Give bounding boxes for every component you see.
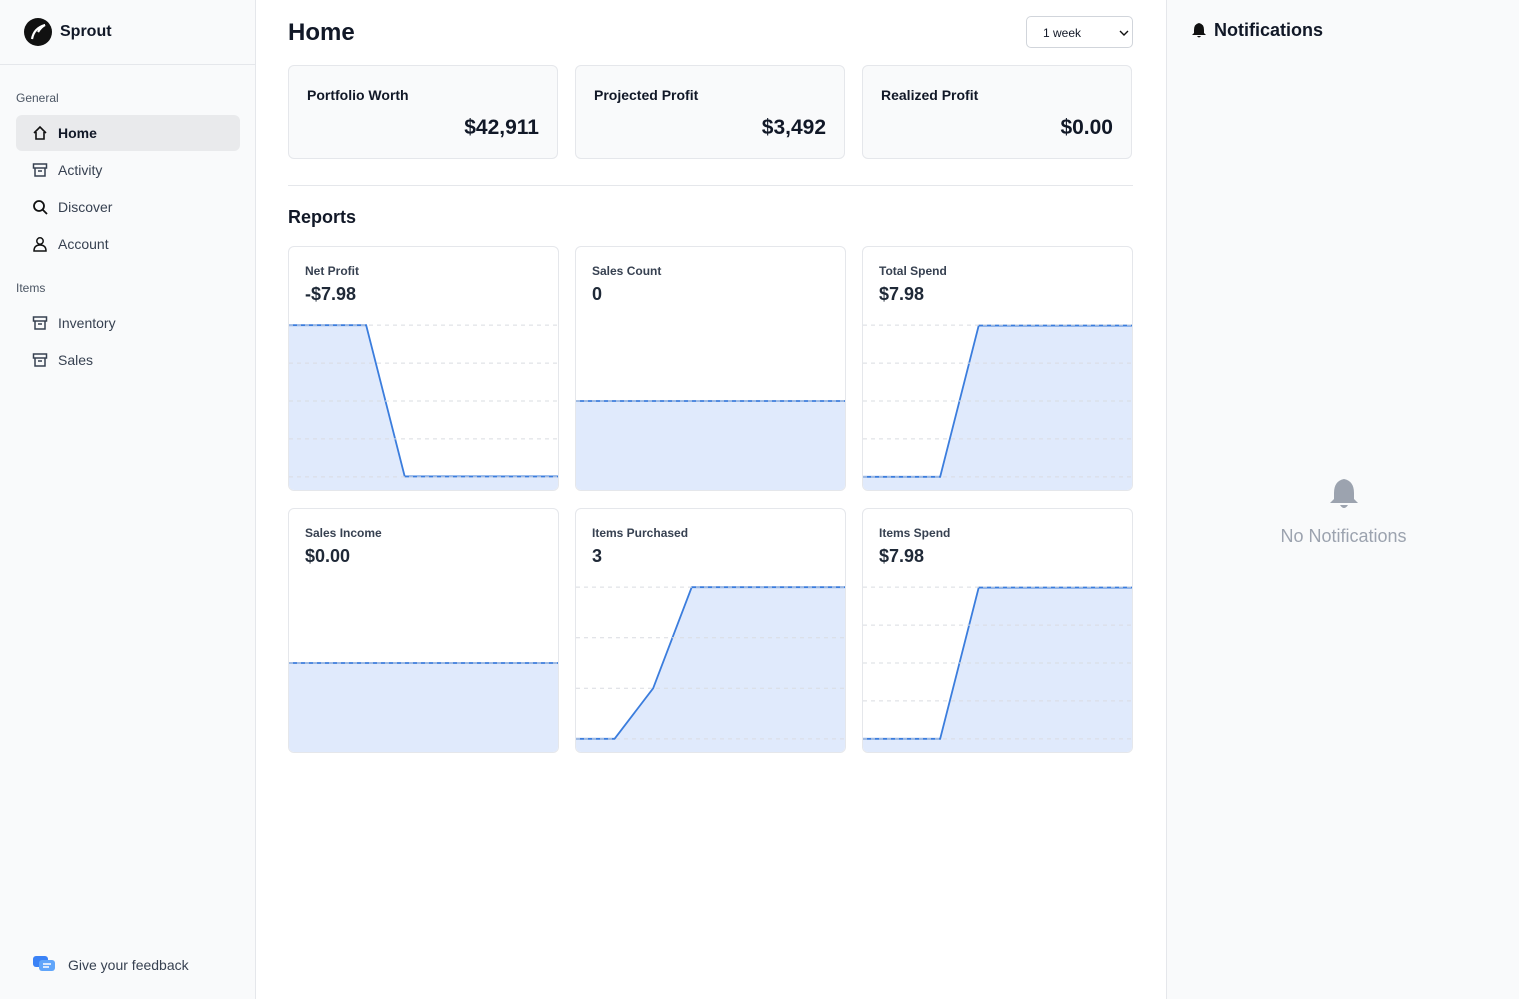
nav-label: Inventory [58, 315, 116, 331]
card-title: Total Spend [879, 264, 947, 278]
area [863, 325, 1132, 490]
card-value: -$7.98 [305, 284, 357, 304]
stat-label: Realized Profit [881, 87, 979, 103]
nav-label: Sales [58, 352, 94, 368]
area [576, 401, 845, 490]
report-card: Items Purchased 3 3.002.001.000.00 [575, 508, 846, 753]
card-title: Items Spend [879, 526, 951, 540]
empty-bell [1330, 479, 1358, 508]
section-title: Items [16, 281, 46, 295]
period-value: 1 week [1043, 26, 1082, 40]
report-card: Items Spend $7.98 8.006.004.002.000.00 [862, 508, 1133, 753]
brand: Sprout [60, 23, 112, 40]
notifications-panel: Notifications No Notifications [1166, 0, 1519, 999]
area [576, 587, 845, 752]
card-title: Items Purchased [592, 526, 689, 540]
section-heading: Reports [288, 207, 357, 227]
stat-value: $3,492 [761, 116, 826, 139]
chart: 8.006.004.002.000.00 [863, 586, 1132, 752]
card-title: Sales Income [305, 526, 382, 540]
panel-title: Notifications [1214, 20, 1324, 40]
card-value: 0 [592, 284, 603, 304]
report-card: Sales Income $0.00 0.00 [288, 508, 559, 753]
card-title: Sales Count [592, 264, 662, 278]
report-card: Net Profit -$7.98 0.00-2.00-4.00-6.00-8.00 [288, 246, 559, 491]
card-value: 3 [592, 546, 603, 566]
nav-label: Account [58, 236, 109, 252]
nav-item[interactable]: Sales [16, 342, 240, 378]
divider [0, 64, 255, 65]
nav-label: Home [58, 125, 97, 141]
card-value: $7.98 [879, 284, 925, 304]
chart: 0.00 [576, 400, 845, 490]
feedback-link[interactable]: Give your feedback [68, 957, 189, 973]
chart: 0.00 [289, 662, 558, 752]
empty-state: No Notifications [1280, 526, 1407, 546]
nav-item[interactable]: Activity [16, 152, 240, 188]
report-card: Total Spend $7.98 8.006.004.002.000.00 [862, 246, 1133, 491]
nav-item[interactable]: Discover [16, 189, 240, 225]
nav-item[interactable]: Account [16, 226, 240, 262]
stat-card: Projected Profit $3,492 [575, 65, 845, 159]
stat-label: Portfolio Worth [307, 87, 409, 103]
nav-item[interactable]: Inventory [16, 305, 240, 341]
stat-value: $42,911 [464, 116, 539, 139]
area [863, 587, 1132, 752]
nav-item[interactable]: Home [16, 115, 240, 151]
period-select[interactable]: 1 week [1026, 16, 1133, 48]
chart: 3.002.001.000.00 [576, 586, 845, 752]
feedback-icon [33, 956, 55, 971]
area [289, 325, 558, 490]
card-title: Net Profit [305, 264, 359, 278]
report-card: Sales Count 0 0.00 [575, 246, 846, 491]
logo [24, 18, 52, 46]
area [289, 663, 558, 752]
chart: 8.006.004.002.000.00 [863, 324, 1132, 490]
page-title: Home [288, 19, 355, 46]
sidebar: Sprout General Home Activity Discover Ac… [0, 0, 256, 999]
stat-card: Realized Profit $0.00 [862, 65, 1132, 159]
divider [288, 185, 1133, 186]
section-title: General [16, 91, 59, 105]
card-value: $7.98 [879, 546, 925, 566]
bell-icon [1192, 23, 1206, 38]
card-value: $0.00 [305, 546, 351, 566]
stat-label: Projected Profit [594, 87, 699, 103]
stat-value: $0.00 [1060, 116, 1113, 139]
chart: 0.00-2.00-4.00-6.00-8.00 [289, 324, 558, 490]
nav-label: Activity [58, 162, 103, 178]
stat-card: Portfolio Worth $42,911 [288, 65, 558, 159]
nav-label: Discover [58, 199, 113, 215]
